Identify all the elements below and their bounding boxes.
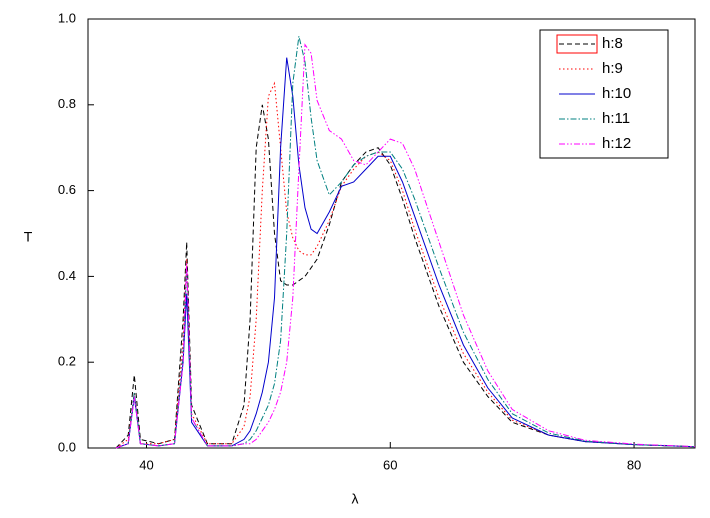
x-tick-label: 80: [627, 457, 641, 472]
legend-label: h:8: [602, 35, 623, 52]
x-tick-label: 60: [383, 457, 397, 472]
legend-label: h:11: [602, 110, 630, 127]
y-tick-label: 1.0: [58, 10, 76, 25]
series-line: [115, 57, 696, 449]
x-tick-label: 40: [139, 457, 153, 472]
legend-highlight: [556, 34, 598, 54]
y-tick-label: 0.4: [58, 268, 76, 283]
series-line: [115, 104, 696, 449]
legend-label: h:10: [602, 85, 631, 102]
plot-frame: [87, 18, 696, 449]
series-line: [115, 43, 696, 449]
y-axis-label: T: [24, 229, 33, 245]
y-tick-label: 0.0: [58, 439, 76, 454]
y-tick-label: 0.2: [58, 354, 76, 369]
legend-label: h:9: [602, 60, 623, 77]
y-tick-label: 0.8: [58, 96, 76, 111]
y-tick-label: 0.6: [58, 182, 76, 197]
legend-label: h:12: [602, 135, 631, 152]
x-axis-label: λ: [352, 491, 359, 507]
